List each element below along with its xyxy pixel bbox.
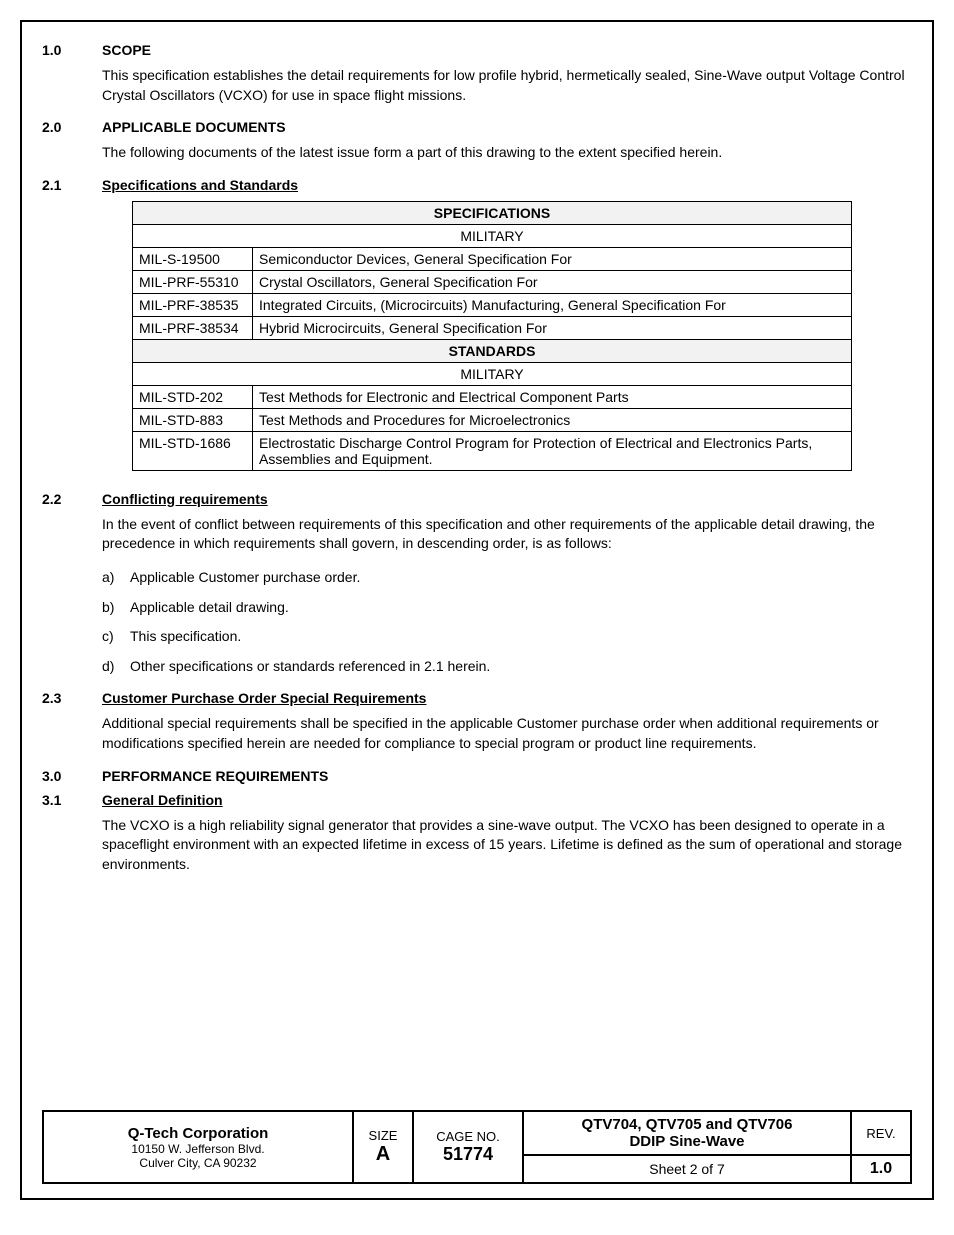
footer-title-cell: QTV704, QTV705 and QTV706 DDIP Sine-Wave bbox=[523, 1111, 851, 1155]
list-item: d)Other specifications or standards refe… bbox=[102, 657, 912, 677]
section-2-3: 2.3 Customer Purchase Order Special Requ… bbox=[42, 690, 912, 706]
section-1-0-body: This specification establishes the detai… bbox=[102, 66, 912, 105]
section-2-2: 2.2 Conflicting requirements bbox=[42, 491, 912, 507]
footer-sheet: Sheet 2 of 7 bbox=[523, 1155, 851, 1183]
table-row: MIL-PRF-55310Crystal Oscillators, Genera… bbox=[133, 270, 852, 293]
section-2-0-body: The following documents of the latest is… bbox=[102, 143, 912, 163]
list-item: a)Applicable Customer purchase order. bbox=[102, 568, 912, 588]
section-title: General Definition bbox=[102, 792, 223, 808]
list-letter: a) bbox=[102, 568, 130, 588]
list-text: This specification. bbox=[130, 627, 241, 647]
page-border: 1.0 SCOPE This specification establishes… bbox=[20, 20, 934, 1200]
section-number: 2.2 bbox=[42, 491, 102, 507]
section-number: 1.0 bbox=[42, 42, 102, 58]
spec-desc: Integrated Circuits, (Microcircuits) Man… bbox=[253, 293, 852, 316]
content-area: 1.0 SCOPE This specification establishes… bbox=[42, 42, 912, 1110]
section-title: APPLICABLE DOCUMENTS bbox=[102, 119, 286, 135]
section-1-0: 1.0 SCOPE bbox=[42, 42, 912, 58]
footer-title2: DDIP Sine-Wave bbox=[532, 1133, 842, 1150]
std-desc: Electrostatic Discharge Control Program … bbox=[253, 431, 852, 470]
section-title: SCOPE bbox=[102, 42, 151, 58]
table-row: MIL-PRF-38535Integrated Circuits, (Micro… bbox=[133, 293, 852, 316]
footer-rev-label: REV. bbox=[851, 1111, 911, 1155]
list-text: Applicable Customer purchase order. bbox=[130, 568, 360, 588]
std-desc: Test Methods and Procedures for Microele… bbox=[253, 408, 852, 431]
std-header: STANDARDS bbox=[133, 339, 852, 362]
list-letter: c) bbox=[102, 627, 130, 647]
military-label: MILITARY bbox=[133, 224, 852, 247]
footer-cage-label: CAGE NO. bbox=[422, 1129, 514, 1144]
specifications-table: SPECIFICATIONS MILITARY MIL-S-19500Semic… bbox=[132, 201, 852, 471]
std-code: MIL-STD-202 bbox=[133, 385, 253, 408]
footer-company-cell: Q-Tech Corporation 10150 W. Jefferson Bl… bbox=[43, 1111, 353, 1183]
spec-code: MIL-PRF-38535 bbox=[133, 293, 253, 316]
spec-header: SPECIFICATIONS bbox=[133, 201, 852, 224]
footer-company: Q-Tech Corporation bbox=[52, 1125, 344, 1142]
list-letter: b) bbox=[102, 598, 130, 618]
table-row: MIL-STD-202Test Methods for Electronic a… bbox=[133, 385, 852, 408]
section-title: Customer Purchase Order Special Requirem… bbox=[102, 690, 426, 706]
list-text: Applicable detail drawing. bbox=[130, 598, 289, 618]
section-3-1-body: The VCXO is a high reliability signal ge… bbox=[102, 816, 912, 875]
list-text: Other specifications or standards refere… bbox=[130, 657, 490, 677]
section-2-3-body: Additional special requirements shall be… bbox=[102, 714, 912, 753]
footer-title1: QTV704, QTV705 and QTV706 bbox=[532, 1116, 842, 1133]
section-title: PERFORMANCE REQUIREMENTS bbox=[102, 768, 328, 784]
list-item: c)This specification. bbox=[102, 627, 912, 647]
section-2-2-body: In the event of conflict between require… bbox=[102, 515, 912, 554]
section-number: 2.3 bbox=[42, 690, 102, 706]
spec-code: MIL-S-19500 bbox=[133, 247, 253, 270]
std-desc: Test Methods for Electronic and Electric… bbox=[253, 385, 852, 408]
spec-code: MIL-PRF-38534 bbox=[133, 316, 253, 339]
table-row: MIL-STD-1686Electrostatic Discharge Cont… bbox=[133, 431, 852, 470]
footer-size-val: A bbox=[362, 1143, 404, 1166]
military-label: MILITARY bbox=[133, 362, 852, 385]
section-3-1: 3.1 General Definition bbox=[42, 792, 912, 808]
spec-desc: Hybrid Microcircuits, General Specificat… bbox=[253, 316, 852, 339]
section-number: 3.0 bbox=[42, 768, 102, 784]
std-code: MIL-STD-1686 bbox=[133, 431, 253, 470]
list-letter: d) bbox=[102, 657, 130, 677]
section-2-0: 2.0 APPLICABLE DOCUMENTS bbox=[42, 119, 912, 135]
table-row: MIL-S-19500Semiconductor Devices, Genera… bbox=[133, 247, 852, 270]
conflict-list: a)Applicable Customer purchase order. b)… bbox=[102, 568, 912, 676]
footer-rev-val: 1.0 bbox=[851, 1155, 911, 1183]
footer-size-cell: SIZE A bbox=[353, 1111, 413, 1183]
spec-desc: Crystal Oscillators, General Specificati… bbox=[253, 270, 852, 293]
footer-addr2: Culver City, CA 90232 bbox=[52, 1156, 344, 1170]
footer-cage-val: 51774 bbox=[422, 1144, 514, 1165]
spec-desc: Semiconductor Devices, General Specifica… bbox=[253, 247, 852, 270]
section-number: 2.1 bbox=[42, 177, 102, 193]
section-number: 3.1 bbox=[42, 792, 102, 808]
section-3-0: 3.0 PERFORMANCE REQUIREMENTS bbox=[42, 768, 912, 784]
section-2-1: 2.1 Specifications and Standards bbox=[42, 177, 912, 193]
list-item: b)Applicable detail drawing. bbox=[102, 598, 912, 618]
footer-table: Q-Tech Corporation 10150 W. Jefferson Bl… bbox=[42, 1110, 912, 1184]
section-title: Conflicting requirements bbox=[102, 491, 268, 507]
table-row: MIL-STD-883Test Methods and Procedures f… bbox=[133, 408, 852, 431]
section-title: Specifications and Standards bbox=[102, 177, 298, 193]
footer-cage-cell: CAGE NO. 51774 bbox=[413, 1111, 523, 1183]
footer-size-label: SIZE bbox=[362, 1128, 404, 1143]
table-row: MIL-PRF-38534Hybrid Microcircuits, Gener… bbox=[133, 316, 852, 339]
section-number: 2.0 bbox=[42, 119, 102, 135]
footer-addr1: 10150 W. Jefferson Blvd. bbox=[52, 1142, 344, 1156]
spec-code: MIL-PRF-55310 bbox=[133, 270, 253, 293]
std-code: MIL-STD-883 bbox=[133, 408, 253, 431]
